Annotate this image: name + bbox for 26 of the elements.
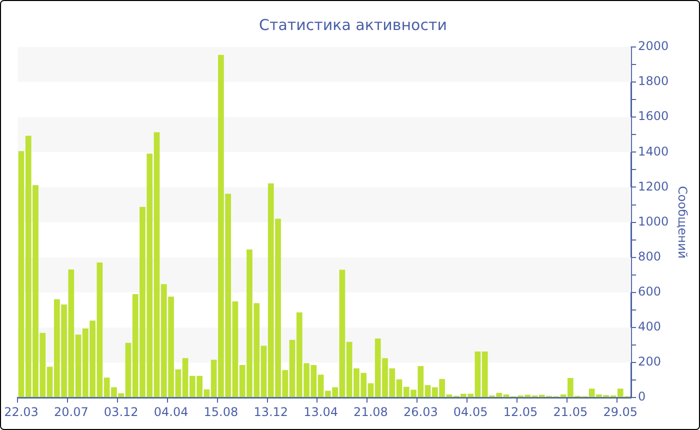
x-tick-label: 21.08 bbox=[354, 404, 388, 419]
x-tick-label: 12.05 bbox=[503, 404, 538, 419]
x-tick-label: 20.07 bbox=[54, 404, 88, 419]
y-tick-label: 400 bbox=[638, 320, 661, 334]
y-tick-label: 1200 bbox=[638, 179, 669, 194]
y-tick-label: 0 bbox=[638, 390, 646, 404]
y-tick-label: 2000 bbox=[638, 39, 669, 54]
x-tick-label: 04.04 bbox=[154, 404, 188, 419]
x-tick-label: 15.08 bbox=[204, 404, 238, 419]
y-tick-label: 1000 bbox=[638, 214, 669, 228]
x-tick-label: 04.05 bbox=[453, 404, 488, 419]
y-tick-label: 200 bbox=[638, 354, 661, 369]
x-tick-label: 13.04 bbox=[304, 404, 338, 419]
chart-title: Статистика активности bbox=[259, 16, 447, 34]
y-tick-label: 1600 bbox=[638, 109, 669, 124]
x-tick-label: 29.05 bbox=[603, 404, 638, 419]
x-tick-label: 21.05 bbox=[553, 404, 588, 419]
x-tick-label: 22.03 bbox=[4, 404, 38, 419]
y-tick-label: 1400 bbox=[638, 144, 669, 158]
x-tick-label: 26.03 bbox=[403, 404, 438, 419]
x-tick-label: 03.12 bbox=[104, 404, 138, 419]
x-tick-label: 13.12 bbox=[254, 404, 288, 419]
y-tick-label: 1800 bbox=[638, 74, 669, 88]
y-tick-label: 800 bbox=[638, 249, 661, 264]
y-tick-label: 600 bbox=[638, 284, 661, 299]
y-axis-title: Сообщений bbox=[676, 186, 690, 259]
